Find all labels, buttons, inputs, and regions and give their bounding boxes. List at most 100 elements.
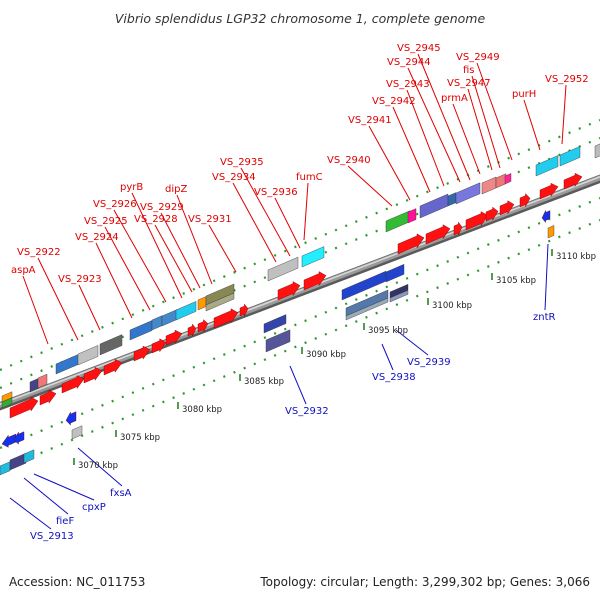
forward-gene-box[interactable] — [161, 308, 179, 327]
forward-gene-box[interactable] — [129, 320, 153, 341]
leader-line — [176, 194, 213, 285]
forward-gene-arrow[interactable] — [151, 338, 167, 354]
forward-gene-box[interactable] — [301, 246, 325, 268]
reverse-gene-box[interactable] — [385, 263, 405, 283]
forward-gene-box[interactable] — [197, 296, 207, 311]
forward-gene-box[interactable] — [455, 182, 481, 205]
forward-gene-arrow[interactable] — [61, 375, 85, 394]
gene-label-prma[interactable]: prmA — [441, 93, 468, 104]
forward-gene-arrow[interactable] — [485, 206, 499, 222]
forward-gene-box[interactable] — [1, 397, 13, 409]
gene-label-vs_2929[interactable]: VS_2929 — [140, 202, 184, 213]
forward-gene-arrow[interactable] — [9, 396, 39, 419]
forward-gene-box[interactable] — [504, 173, 512, 185]
gene-label-vs_2940[interactable]: VS_2940 — [327, 155, 371, 166]
reverse-gene-box[interactable] — [23, 449, 35, 464]
forward-gene-arrow[interactable] — [83, 366, 103, 384]
forward-gene-box[interactable] — [55, 353, 81, 375]
reverse-gene-box[interactable] — [345, 297, 389, 321]
gene-label-vs_2931[interactable]: VS_2931 — [188, 214, 232, 225]
gene-label-dipz[interactable]: dipZ — [165, 184, 187, 195]
forward-gene-box[interactable] — [535, 155, 559, 177]
forward-gene-arrow[interactable] — [303, 271, 327, 291]
forward-gene-box[interactable] — [205, 292, 235, 312]
reverse-gene-box[interactable] — [9, 452, 27, 471]
forward-gene-arrow[interactable] — [213, 308, 239, 329]
reverse-gene-box[interactable] — [389, 289, 409, 303]
forward-gene-box[interactable] — [495, 173, 507, 189]
reverse-gene-arrow[interactable] — [541, 210, 551, 224]
gene-label-vs_2947[interactable]: VS_2947 — [447, 78, 491, 89]
gene-labels[interactable]: aspA VS_2922 VS_2923 VS_2924 VS_2925 VS_2926 p… — [11, 43, 589, 542]
gene-label-vs_2913[interactable]: VS_2913 — [30, 531, 74, 542]
forward-gene-box[interactable] — [151, 315, 163, 331]
gene-label-aspa[interactable]: aspA — [11, 265, 36, 276]
forward-gene-box[interactable] — [267, 256, 299, 282]
gene-label-vs_2941[interactable]: VS_2941 — [348, 115, 392, 126]
forward-gene-box[interactable] — [559, 146, 581, 167]
forward-gene-arrow[interactable] — [197, 319, 209, 333]
reverse-gene-arrow[interactable] — [65, 411, 77, 426]
gene-label-vs_2932[interactable]: VS_2932 — [285, 406, 329, 417]
gene-label-vs_2939[interactable]: VS_2939 — [407, 357, 451, 368]
reverse-gene-box[interactable] — [547, 225, 555, 239]
gene-label-vs_2928[interactable]: VS_2928 — [134, 214, 178, 225]
gene-label-vs_2952[interactable]: VS_2952 — [545, 74, 589, 85]
forward-gene-box[interactable] — [481, 176, 497, 195]
forward-gene-arrow[interactable] — [539, 182, 559, 200]
forward-gene-arrow[interactable] — [133, 345, 151, 362]
gene-label-vs_2943[interactable]: VS_2943 — [386, 79, 430, 90]
gene-label-vs_2923[interactable]: VS_2923 — [58, 274, 102, 285]
gene-label-pyrb[interactable]: pyrB — [120, 182, 143, 193]
gene-label-purh[interactable]: purH — [512, 89, 536, 100]
forward-gene-arrow[interactable] — [563, 172, 583, 190]
forward-gene-arrow[interactable] — [397, 233, 425, 255]
gene-label-vs_2926[interactable]: VS_2926 — [93, 199, 137, 210]
gene-label-vs_2944[interactable]: VS_2944 — [387, 57, 431, 68]
forward-gene-box[interactable] — [447, 192, 457, 207]
forward-gene-arrow[interactable] — [239, 303, 249, 317]
gene-label-cpxp[interactable]: cpxP — [82, 502, 106, 513]
gene-label-vs_2934[interactable]: VS_2934 — [212, 172, 256, 183]
reverse-gene-box[interactable] — [71, 425, 83, 440]
reverse-gene-box[interactable] — [0, 461, 11, 476]
forward-gene-arrow[interactable] — [187, 323, 197, 337]
gene-label-vs_2936[interactable]: VS_2936 — [254, 187, 298, 198]
forward-gene-arrow[interactable] — [453, 221, 463, 236]
reverse-gene-box[interactable] — [263, 314, 287, 334]
gene-label-vs_2942[interactable]: VS_2942 — [372, 96, 416, 107]
reverse-gene-arrow[interactable] — [1, 433, 17, 448]
reverse-gene-arrow[interactable] — [13, 431, 25, 445]
gene-label-vs_2938[interactable]: VS_2938 — [372, 372, 416, 383]
gene-label-vs_2949[interactable]: VS_2949 — [456, 52, 500, 63]
leader-line — [471, 75, 501, 169]
gene-label-vs_2925[interactable]: VS_2925 — [84, 216, 128, 227]
forward-gene-arrow[interactable] — [519, 193, 531, 208]
forward-gene-box[interactable] — [419, 193, 449, 219]
reverse-gene-box[interactable] — [265, 329, 291, 353]
forward-gene-arrow[interactable] — [39, 389, 57, 406]
forward-gene-box[interactable] — [99, 334, 123, 356]
forward-gene-arrow[interactable] — [499, 200, 515, 216]
gene-label-vs_2924[interactable]: VS_2924 — [75, 232, 119, 243]
gene-label-vs_2945[interactable]: VS_2945 — [397, 43, 441, 54]
forward-gene-box[interactable] — [29, 377, 40, 393]
gene-label-fis[interactable]: fis — [463, 65, 475, 76]
gene-label-fief[interactable]: fieF — [56, 516, 74, 527]
gene-label-zntr[interactable]: zntR — [533, 312, 556, 323]
forward-gene-arrow[interactable] — [165, 329, 183, 346]
gene-label-vs_2935[interactable]: VS_2935 — [220, 157, 264, 168]
forward-gene-box[interactable] — [37, 373, 48, 389]
forward-gene-box[interactable] — [77, 345, 99, 366]
forward-gene-arrow[interactable] — [277, 281, 301, 301]
gene-label-fumc[interactable]: fumC — [296, 172, 323, 183]
forward-gene-arrow[interactable] — [103, 358, 123, 376]
forward-gene-box[interactable] — [407, 208, 417, 224]
forward-gene-arrow[interactable] — [465, 211, 489, 231]
forward-gene-box[interactable] — [594, 142, 600, 159]
forward-gene-box[interactable] — [385, 210, 411, 233]
gene-label-fxsa[interactable]: fxsA — [110, 488, 132, 499]
forward-gene-arrow[interactable] — [425, 224, 451, 245]
gene-label-vs_2922[interactable]: VS_2922 — [17, 247, 61, 258]
forward-gene-box[interactable] — [175, 301, 197, 321]
